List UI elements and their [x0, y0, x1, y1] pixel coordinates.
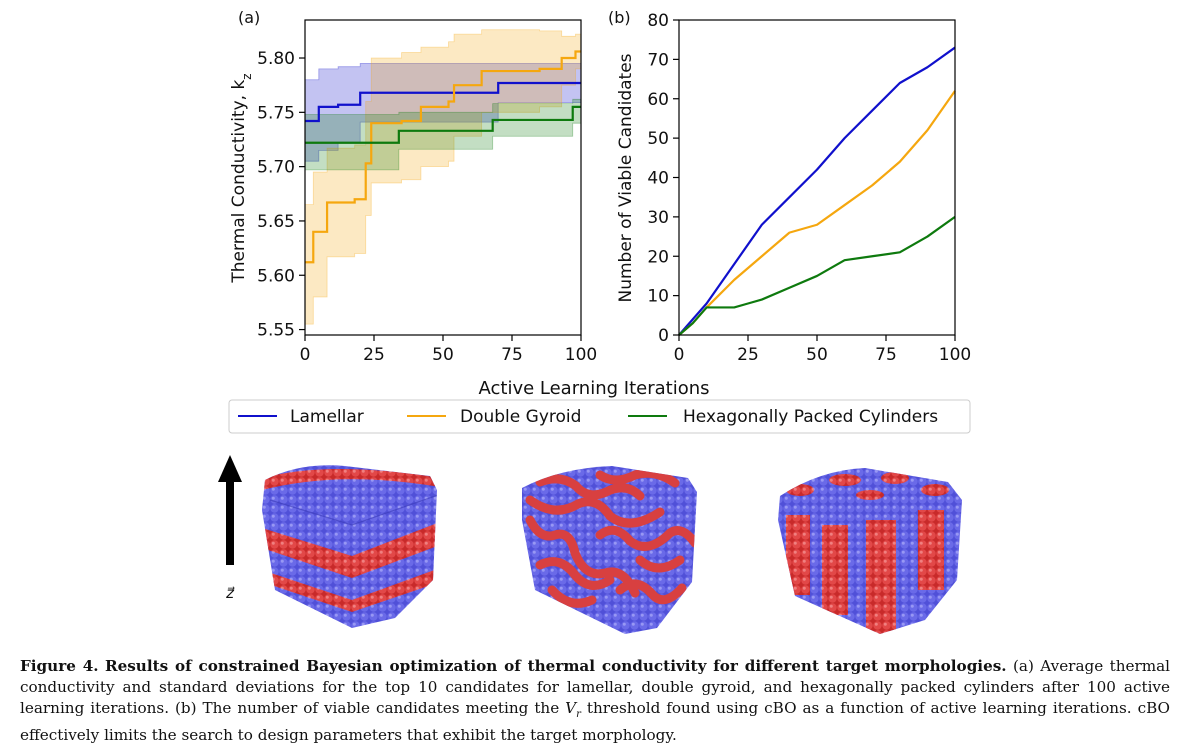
x-tick-label: 25 [737, 345, 759, 365]
y-tick-label: 5.75 [257, 103, 295, 123]
y-tick-label: 5.55 [257, 321, 295, 341]
y-tick-label: 50 [647, 129, 669, 149]
x-tick-label: 75 [501, 345, 523, 365]
legend-label-double-gyroid: Double Gyroid [460, 407, 581, 427]
hexagonal-cylinders-icon [778, 468, 962, 634]
y-tick-label: 70 [647, 50, 669, 70]
legend-box [228, 399, 971, 434]
series-line-double-gyroid [305, 50, 581, 264]
y-tick-label: 5.60 [257, 266, 295, 286]
series-line-lamellar [678, 46, 956, 336]
band-lamellar [304, 63, 582, 162]
panel-a-yticks: 5.55 5.60 5.65 5.70 5.75 5.80 [257, 49, 305, 341]
panel-b-lines [678, 46, 956, 336]
y-tick-label: 10 [647, 287, 669, 307]
figure: (a) 0 25 50 75 100 5.555.605.655.705.755.80 … [218, 8, 971, 634]
panel-b-yticks: 0 10 20 30 40 50 60 70 80 [647, 11, 679, 346]
series-line-hexagonally-packed-cylinders [305, 105, 581, 144]
caption-title: Results of constrained Bayesian optimiza… [104, 657, 1007, 675]
x-tick-label: 100 [565, 345, 597, 365]
panel-b-label: (b) [608, 8, 631, 27]
panel-a-lines [305, 50, 581, 264]
y-tick-label: 30 [647, 208, 669, 228]
legend: Lamellar Double Gyroid Hexagonally Packe… [228, 399, 971, 434]
y-tick-label: 60 [647, 90, 669, 110]
double-gyroid-icon [522, 466, 697, 634]
z-axis-label: z⃗ [225, 584, 235, 602]
caption-text-b: threshold found using cBO as a function … [20, 699, 1170, 745]
caption-label: Figure 4. [20, 657, 99, 675]
figure-caption: Figure 4. Results of constrained Bayesia… [20, 656, 1170, 746]
x-tick-label: 0 [300, 345, 311, 365]
y-tick-label: 20 [647, 247, 669, 267]
z-axis-arrow-icon [218, 455, 242, 565]
legend-label-hexagonal: Hexagonally Packed Cylinders [683, 407, 938, 427]
y-tick-label: 5.65 [257, 212, 295, 232]
lamellar-icon [262, 465, 437, 628]
y-tick-label: 0 [658, 326, 669, 346]
panel-a-label: (a) [238, 8, 260, 27]
x-tick-label: 50 [806, 345, 828, 365]
panel-a-bands [304, 29, 582, 325]
series-line-hexagonally-packed-cylinders [678, 215, 956, 336]
panel-a-chart: (a) 0 25 50 75 100 5.555.605.655.705.755.80 … [229, 8, 597, 365]
shared-xlabel: Active Learning Iterations [479, 378, 710, 399]
x-tick-label: 75 [875, 345, 897, 365]
panel-b-chart: (b) 0 25 50 75 100 0 10 20 30 40 50 60 70 80 Number … [608, 8, 971, 365]
x-tick-label: 25 [363, 345, 385, 365]
y-tick-label: 5.80 [257, 49, 295, 69]
panel-b-xticks: 0 25 50 75 100 [674, 335, 971, 365]
y-tick-label: 80 [647, 11, 669, 31]
y-tick-label: 40 [647, 169, 669, 189]
caption-text-a: (a) Average thermal conductivity and sta… [20, 657, 1171, 717]
legend-label-lamellar: Lamellar [290, 407, 364, 427]
caption-vr: Vr [565, 699, 581, 721]
panel-a-ylabel: Thermal Conductivity, kz [229, 73, 254, 283]
series-line-double-gyroid [678, 90, 956, 336]
series-line-lamellar [305, 81, 581, 123]
panel-b-frame [678, 19, 956, 336]
x-tick-label: 0 [674, 345, 685, 365]
y-tick-label: 5.70 [257, 158, 295, 178]
panel-a-xticks: 0 25 50 75 100 [300, 335, 597, 365]
panel-b-ylabel: Number of Viable Candidates [616, 53, 636, 302]
x-tick-label: 50 [432, 345, 454, 365]
x-tick-label: 100 [939, 345, 971, 365]
